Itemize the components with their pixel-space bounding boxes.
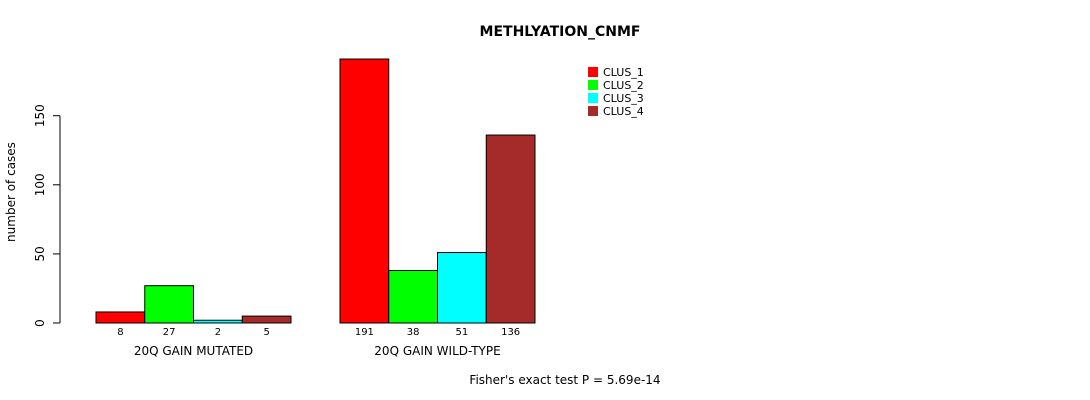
- legend-label: CLUS_3: [603, 92, 644, 105]
- legend-swatch: [588, 67, 598, 77]
- bars: [95, 58, 536, 324]
- bar-clus-4: [485, 134, 536, 324]
- group-label: 20Q GAIN WILD-TYPE: [374, 344, 500, 358]
- bar-value-label: 2: [215, 327, 221, 338]
- legend-swatch: [588, 93, 598, 103]
- y-tick-label: 150: [33, 104, 47, 127]
- chart-title: METHLYATION_CNMF: [480, 24, 641, 40]
- y-tick-label: 0: [33, 319, 47, 327]
- y-tick-label: 100: [33, 173, 47, 196]
- bar-clus-3: [193, 319, 243, 324]
- group-labels: 20Q GAIN MUTATED 20Q GAIN WILD-TYPE: [134, 344, 501, 358]
- bar-value-label: 51: [456, 327, 469, 338]
- legend-swatch: [588, 80, 598, 90]
- legend-label: CLUS_2: [603, 79, 644, 92]
- bar-value-label: 191: [355, 327, 374, 338]
- bar-value-label: 27: [163, 327, 176, 338]
- bar-clus-2: [144, 285, 194, 324]
- y-tick-label: 50: [33, 246, 47, 261]
- legend-label: CLUS_1: [603, 66, 644, 79]
- bar-value-label: 38: [407, 327, 420, 338]
- bar-clus-2: [388, 269, 438, 324]
- fisher-test-annotation: Fisher's exact test P = 5.69e-14: [469, 373, 660, 387]
- legend-swatch: [588, 106, 598, 116]
- bar-clus-3: [437, 252, 487, 324]
- group-label: 20Q GAIN MUTATED: [134, 344, 253, 358]
- bar-value-labels: 8 27 2 5 191 38 51 136: [117, 327, 520, 338]
- legend-label: CLUS_4: [603, 105, 644, 118]
- bar-clus-1: [339, 58, 390, 324]
- bar-clus-1: [95, 311, 146, 324]
- bar-value-label: 136: [501, 327, 520, 338]
- y-axis: 0 50 100 150: [33, 104, 61, 327]
- bar-clus-4: [241, 315, 292, 324]
- bar-value-label: 8: [117, 327, 123, 338]
- y-axis-label: number of cases: [4, 142, 18, 242]
- bar-value-label: 5: [263, 327, 269, 338]
